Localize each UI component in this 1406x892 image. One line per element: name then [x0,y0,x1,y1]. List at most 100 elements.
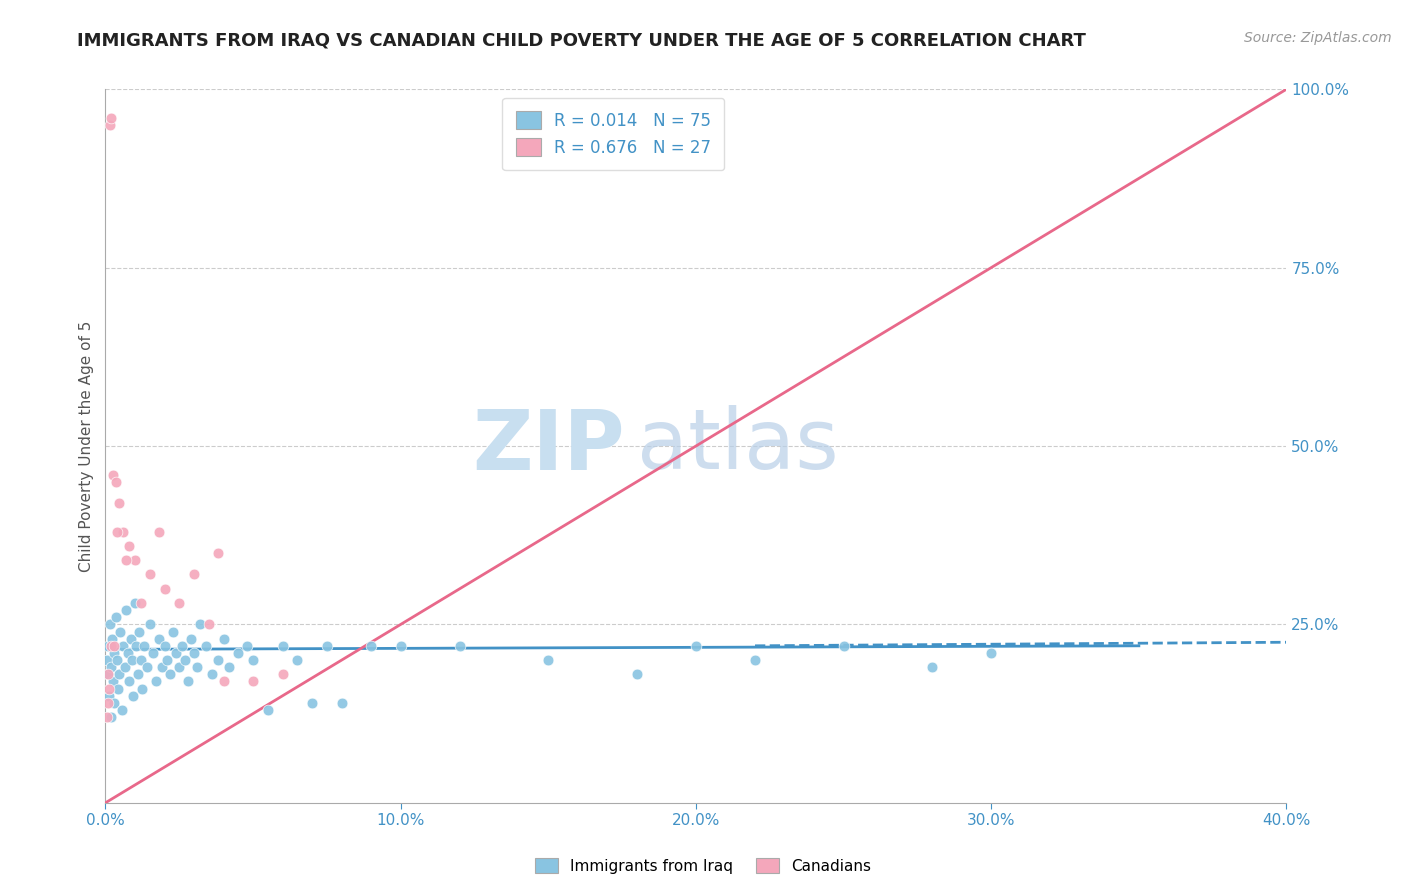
Point [118,674,141,689]
Point [124,553,146,567]
Point [177,674,200,689]
Y-axis label: Child Poverty Under the Age of 5: Child Poverty Under the Age of 5 [79,320,94,572]
Point [112,639,135,653]
Point [118,539,141,553]
Point [148,524,170,539]
Point [98,118,121,132]
Point [156,653,179,667]
Point [212,632,235,646]
Point [98,681,121,696]
Point [153,639,176,653]
Point [174,653,197,667]
Point [301,696,323,710]
Point [360,639,382,653]
Point [138,567,162,582]
Point [120,632,142,646]
Point [111,703,134,717]
Point [148,632,170,646]
Point [110,624,132,639]
Point [218,660,240,674]
Point [172,639,194,653]
Point [101,674,124,689]
Point [135,660,157,674]
Point [287,653,309,667]
Point [96,710,118,724]
Point [98,617,121,632]
Point [103,639,125,653]
Point [537,653,560,667]
Point [832,639,855,653]
Point [145,674,167,689]
Point [165,646,187,660]
Point [103,646,125,660]
Point [97,667,120,681]
Point [389,639,412,653]
Point [330,696,353,710]
Point [128,624,150,639]
Point [744,653,766,667]
Point [188,617,211,632]
Point [142,646,165,660]
Point [449,639,471,653]
Point [129,653,152,667]
Point [101,632,124,646]
Point [107,681,129,696]
Point [100,660,122,674]
Point [186,660,208,674]
Text: Source: ZipAtlas.com: Source: ZipAtlas.com [1244,31,1392,45]
Point [180,632,202,646]
Text: IMMIGRANTS FROM IRAQ VS CANADIAN CHILD POVERTY UNDER THE AGE OF 5 CORRELATION CH: IMMIGRANTS FROM IRAQ VS CANADIAN CHILD P… [77,31,1087,49]
Legend: Immigrants from Iraq, Canadians: Immigrants from Iraq, Canadians [529,852,877,880]
Point [100,710,122,724]
Point [183,646,205,660]
Point [197,617,219,632]
Point [97,667,120,681]
Point [159,667,181,681]
Point [212,674,235,689]
Point [980,646,1002,660]
Point [228,646,250,660]
Point [107,667,129,681]
Point [98,689,121,703]
Point [271,667,294,681]
Point [256,703,278,717]
Point [115,553,138,567]
Point [97,639,120,653]
Point [124,596,146,610]
Point [626,667,648,681]
Point [207,653,229,667]
Point [104,475,127,489]
Point [96,653,118,667]
Point [105,524,128,539]
Point [125,639,148,653]
Point [103,696,125,710]
Point [97,696,120,710]
Point [315,639,337,653]
Point [169,660,191,674]
Point [131,681,153,696]
Point [112,524,135,539]
Point [207,546,229,560]
Point [115,603,138,617]
Point [121,653,143,667]
Point [107,496,129,510]
Point [127,667,149,681]
Point [153,582,176,596]
Point [271,639,294,653]
Point [242,674,264,689]
Point [104,610,127,624]
Point [117,646,139,660]
Point [129,596,152,610]
Point [150,660,173,674]
Point [685,639,707,653]
Point [100,639,122,653]
Text: atlas: atlas [637,406,838,486]
Point [921,660,943,674]
Point [242,653,264,667]
Point [169,596,191,610]
Point [162,624,184,639]
Point [138,617,162,632]
Point [132,639,155,653]
Point [105,653,128,667]
Point [114,660,136,674]
